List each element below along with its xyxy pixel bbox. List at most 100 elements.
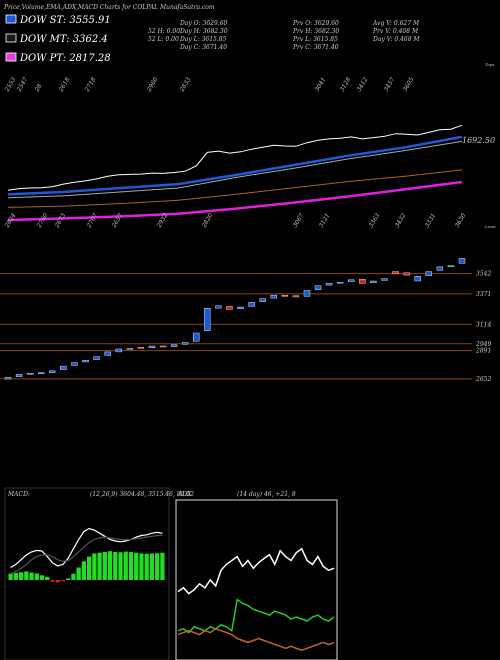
histogram-bar [113, 551, 118, 580]
stat-text: Day O: 3629.60 [179, 20, 228, 27]
histogram-bar [29, 572, 34, 580]
candle-body [38, 372, 45, 374]
series-line [10, 534, 163, 575]
histogram-bar [60, 580, 66, 582]
candle-body [425, 271, 432, 276]
histogram-bar [8, 573, 13, 580]
candle-body [49, 370, 56, 373]
candle-body [348, 279, 355, 282]
histogram-bar [18, 572, 24, 580]
candle-body [259, 298, 266, 302]
histogram-bar [66, 578, 71, 580]
legend-swatch [5, 33, 17, 43]
tops-label: Tops [485, 62, 494, 67]
candle-body [381, 278, 388, 281]
candle-body [436, 266, 444, 271]
series-line [7, 135, 463, 196]
candle-body [237, 306, 244, 309]
legend-label: DOW ST: 3555.91 [19, 15, 111, 26]
stat-text: 52 L: 0.00 [148, 36, 179, 43]
stat-text: Day L: 3615.85 [179, 36, 227, 43]
stat-text: 52 H: 0.00 [148, 28, 180, 35]
adx-frame [175, 499, 338, 660]
histogram-bar [107, 551, 113, 580]
candle-body [159, 345, 167, 348]
series-line [177, 598, 335, 634]
histogram-bar [34, 573, 39, 580]
panel-params: (12,26,9) 3604.48, 3515.46, 89.02 [90, 491, 194, 498]
series-line [7, 124, 463, 191]
legend-swatch [5, 14, 17, 24]
candle-body [403, 272, 410, 276]
histogram-bar [92, 553, 97, 580]
histogram-bar [39, 575, 45, 580]
stat-text: Day C: 3671.40 [179, 44, 227, 51]
page-title: Price,Volume,EMA,ADX,MACD Charts for COL… [3, 4, 215, 11]
histogram-bar [24, 571, 29, 580]
series-line [177, 547, 335, 595]
histogram-bar [155, 553, 160, 580]
candle-body [414, 276, 421, 282]
candle-body [270, 294, 277, 299]
series-line [7, 140, 463, 199]
legend-label: DOW MT: 3362.4 [19, 34, 108, 45]
candle-body [181, 342, 189, 345]
stat-text: Prv O: 3629.60 [292, 20, 339, 27]
histogram-bar [50, 580, 55, 582]
histogram-bar [87, 556, 92, 580]
histogram-bar [76, 567, 81, 580]
candle-body [204, 307, 211, 331]
candle-body [115, 348, 122, 353]
candle-body [71, 362, 78, 366]
histogram-bar [13, 572, 18, 580]
candle-body [248, 302, 255, 307]
candle-body [26, 372, 34, 375]
candle-body [359, 279, 366, 284]
candle-body [126, 348, 134, 350]
histogram-bar [71, 573, 76, 580]
level-label: 3371 [476, 291, 491, 298]
histogram-bar [45, 576, 50, 580]
candle-body [292, 295, 300, 298]
histogram-bar [81, 561, 86, 580]
histogram-bar [144, 553, 149, 580]
candle-body [215, 305, 222, 309]
panel-label: MACD: [7, 491, 30, 498]
candle-body [193, 332, 200, 342]
annotation: 1692.50 [462, 136, 495, 145]
panel-params: (14 day) 46, +21, 8 [237, 491, 296, 498]
stat-text: Prv V: 0.468 M [372, 28, 419, 35]
candle-body [148, 345, 156, 348]
histogram-bar [118, 552, 123, 580]
candle-body [458, 258, 466, 264]
candle-body [82, 359, 89, 363]
candle-body [137, 346, 145, 349]
candle-body [170, 344, 178, 347]
stat-text: Day H: 3682.30 [179, 28, 228, 35]
level-label: 2652 [475, 376, 491, 383]
candle-body [336, 281, 344, 284]
candle-body [60, 365, 67, 370]
histogram-bar [55, 580, 60, 583]
level-label: 2949 [475, 341, 491, 348]
candle-body [447, 265, 455, 268]
histogram-bar [139, 553, 144, 580]
stat-text: Prv H: 3682.30 [292, 28, 339, 35]
candle-body [314, 285, 322, 291]
stat-text: Avg V: 0.627 M [372, 20, 420, 27]
candle-body [15, 374, 23, 377]
panel-label: ADX [177, 491, 192, 498]
candle-body [303, 290, 311, 297]
histogram-bar [160, 552, 165, 580]
lows-label: Lows [484, 224, 496, 229]
candle-body [281, 294, 289, 297]
histogram-bar [102, 551, 107, 580]
legend-label: DOW PT: 2817.28 [19, 53, 111, 64]
series-line [10, 527, 163, 569]
legend-swatch [5, 52, 17, 62]
stat-text: Day V: 0.468 M [372, 36, 420, 43]
candle-body [104, 351, 111, 356]
level-label: 3542 [476, 271, 491, 278]
histogram-bar [128, 551, 134, 580]
